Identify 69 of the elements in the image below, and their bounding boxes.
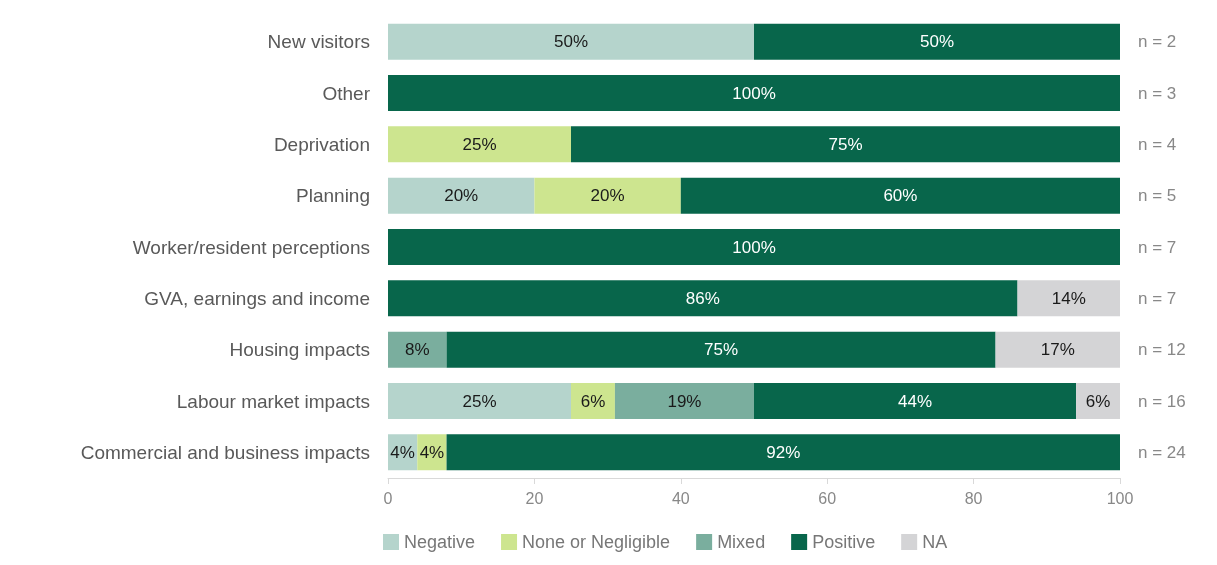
legend-label: Mixed [717, 532, 766, 552]
text: n = 2 [1138, 32, 1177, 52]
bar [680, 177, 1120, 214]
data-label: 100% [732, 237, 776, 257]
x-tick-label: 20 [525, 489, 544, 507]
legend-label: None or Negligible [522, 532, 671, 552]
text: n = 7 [1138, 237, 1177, 257]
bar [534, 177, 681, 214]
data-label: 60% [883, 186, 918, 206]
data-label: 4% [419, 442, 445, 462]
y-tick-label: Housing impacts [229, 339, 370, 361]
data-label: 50% [553, 32, 589, 52]
data-label: 6% [580, 391, 606, 411]
bar [388, 229, 1120, 265]
bar [571, 126, 1120, 163]
y-tick-label: GVA, earnings and income [144, 287, 370, 309]
data-label: 75% [828, 134, 863, 154]
bar [388, 331, 447, 368]
bar [388, 75, 1120, 111]
text: n = 5 [1138, 186, 1177, 206]
text: n = 4 [1138, 134, 1177, 154]
data-label: 25% [462, 134, 497, 154]
legend-label: Positive [812, 532, 876, 552]
y-tick-label: Other [322, 82, 371, 104]
bar [388, 23, 754, 60]
data-label: 100% [732, 83, 776, 103]
bar [1017, 280, 1120, 317]
y-tick-label: Deprivation [273, 133, 370, 155]
bar [995, 331, 1120, 368]
y-tick-label: Labour market impacts [176, 390, 370, 412]
data-label: 75% [704, 340, 739, 360]
bar [388, 280, 1018, 317]
data-label: 92% [766, 442, 801, 462]
data-label: 25% [462, 391, 497, 411]
x-tick-label: 100 [1106, 489, 1134, 507]
bar [446, 331, 996, 368]
text: n = 16 [1138, 391, 1186, 411]
data-label: 8% [404, 340, 430, 360]
y-tick-label: Worker/resident perceptions [132, 236, 370, 258]
legend-label: Negative [404, 532, 476, 552]
x-tick-label: 60 [818, 489, 837, 507]
bar [614, 383, 754, 419]
y-tick-label: Planning [296, 185, 370, 207]
y-tick-label: New visitors [267, 31, 370, 53]
data-label: 20% [590, 186, 625, 206]
bar [754, 383, 1077, 419]
data-label: 44% [898, 391, 933, 411]
data-label: 17% [1040, 340, 1075, 360]
data-label: 20% [444, 186, 479, 206]
x-tick-label: 40 [671, 489, 690, 507]
bar [388, 383, 571, 419]
x-tick-label: 0 [383, 489, 393, 507]
data-label: 14% [1051, 288, 1086, 308]
x-tick-label: 80 [964, 489, 983, 507]
data-label: 6% [1085, 391, 1111, 411]
data-label: 50% [919, 32, 955, 52]
text: n = 3 [1138, 83, 1177, 103]
bar [388, 177, 535, 214]
y-tick-label: Commercial and business impacts [80, 441, 370, 463]
data-label: 4% [390, 442, 415, 462]
text: n = 12 [1138, 340, 1186, 360]
bar [388, 126, 571, 163]
bar [754, 23, 1120, 60]
data-label: 19% [667, 391, 702, 411]
bar [446, 434, 1120, 471]
text: n = 24 [1138, 442, 1186, 462]
data-label: 86% [685, 288, 720, 308]
text: n = 7 [1138, 288, 1177, 308]
legend-label: NA [922, 532, 948, 552]
